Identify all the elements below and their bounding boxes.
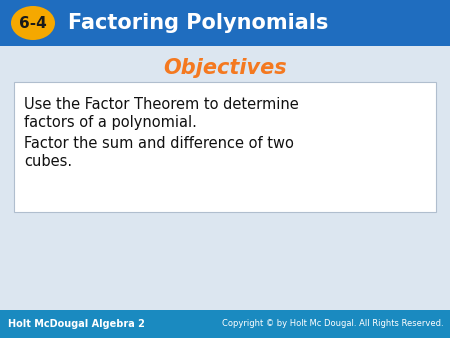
Text: Holt McDougal Algebra 2: Holt McDougal Algebra 2	[8, 319, 145, 329]
Ellipse shape	[11, 6, 55, 40]
Text: Factoring Polynomials: Factoring Polynomials	[68, 13, 328, 33]
Text: Factor the sum and difference of two: Factor the sum and difference of two	[24, 136, 294, 151]
Text: 6-4: 6-4	[19, 16, 47, 30]
Text: Use the Factor Theorem to determine: Use the Factor Theorem to determine	[24, 97, 299, 112]
Bar	[0, 310, 450, 338]
Text: Objectives: Objectives	[163, 58, 287, 78]
Text: cubes.: cubes.	[24, 154, 72, 169]
FancyBboxPatch shape	[14, 82, 436, 212]
Bar	[0, 0, 450, 46]
Text: Copyright © by Holt Mc Dougal. All Rights Reserved.: Copyright © by Holt Mc Dougal. All Right…	[222, 319, 444, 329]
Text: factors of a polynomial.: factors of a polynomial.	[24, 115, 197, 130]
